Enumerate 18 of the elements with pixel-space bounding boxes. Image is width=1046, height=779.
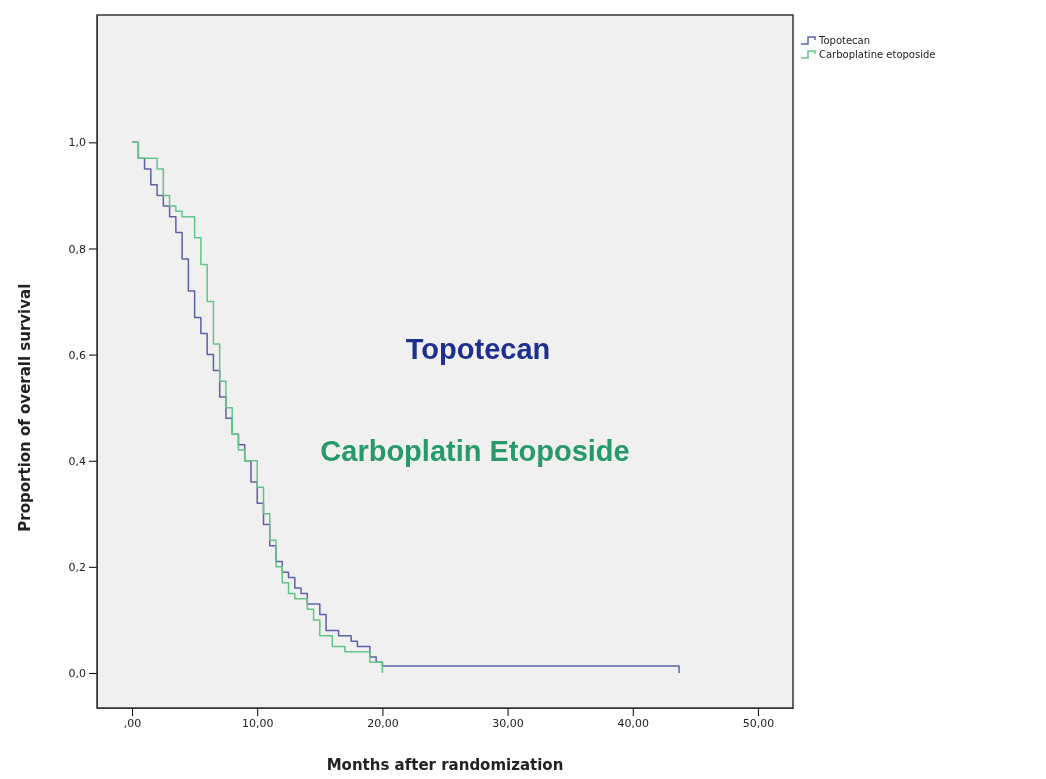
- y-tick-label: 0,4: [68, 454, 86, 468]
- y-tick-label: 0,8: [68, 242, 86, 256]
- x-tick-label: 40,00: [617, 716, 650, 730]
- x-tick-label: 20,00: [367, 716, 399, 730]
- y-tick-label: 0,2: [68, 560, 86, 574]
- y-axis-title: Proportion of overall survival: [16, 283, 34, 532]
- y-tick-label: 0,6: [68, 348, 86, 362]
- x-tick-label: ,00: [123, 716, 142, 730]
- annotation: Carboplatin Etoposide: [320, 434, 630, 467]
- annotation: Topotecan: [405, 332, 551, 365]
- y-tick-label: 1,0: [68, 136, 86, 150]
- x-tick-label: 50,00: [742, 716, 775, 730]
- x-axis-title: Months after randomization: [326, 756, 564, 774]
- y-tick-label: 0,0: [68, 667, 86, 680]
- x-tick-label: 10,00: [241, 716, 274, 730]
- legend-label: Topotecan: [818, 35, 871, 46]
- legend-label: Carboplatine etoposide: [819, 49, 936, 60]
- x-tick-label: 30,00: [492, 716, 524, 730]
